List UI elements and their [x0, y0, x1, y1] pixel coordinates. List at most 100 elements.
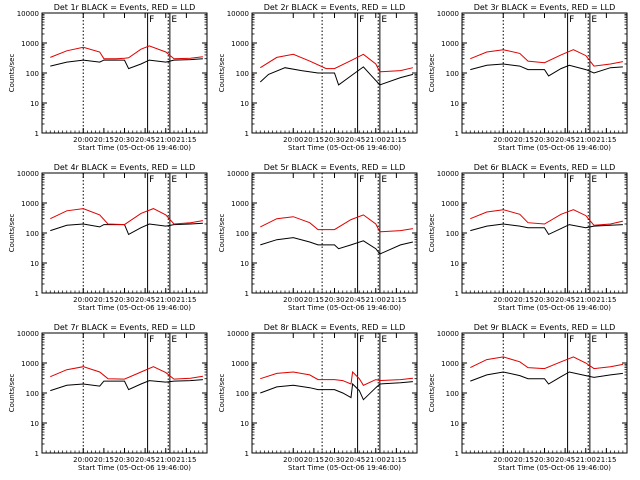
y-tick-label: 1000	[441, 360, 459, 368]
x-axis-label: Start Time (05-Oct-06 19:46:00)	[288, 144, 401, 152]
series-lld	[50, 208, 203, 226]
x-tick-label: 20:15	[304, 136, 324, 144]
x-tick-label: 20:00	[283, 456, 303, 464]
y-tick-label: 100	[26, 230, 39, 238]
panel-det-9: Det 9r BLACK = Events, RED = LLD 1 10 100 10…	[428, 323, 628, 472]
x-tick-label: 20:30	[114, 296, 134, 304]
marker-label-f: F	[149, 15, 154, 25]
x-tick-label: 20:30	[324, 456, 344, 464]
x-tick-label: 20:00	[493, 456, 513, 464]
x-axis-label: Start Time (05-Oct-06 19:46:00)	[78, 304, 191, 312]
x-tick-label: 20:30	[534, 296, 554, 304]
x-tick-label: 21:00	[156, 456, 176, 464]
panel-title: Det 1r BLACK = Events, RED = LLD	[54, 3, 196, 12]
x-tick-label: 20:30	[534, 136, 554, 144]
x-tick-label: 20:45	[345, 456, 365, 464]
x-tick-label: 20:15	[94, 456, 114, 464]
x-tick-label: 21:15	[386, 456, 406, 464]
series-events	[470, 223, 623, 236]
x-tick-label: 20:00	[493, 296, 513, 304]
y-tick-label: 10	[450, 100, 459, 108]
x-tick-label: 20:30	[324, 296, 344, 304]
y-tick-label: 1000	[21, 360, 39, 368]
x-tick-label: 20:15	[94, 296, 114, 304]
x-tick-label: 21:00	[156, 296, 176, 304]
marker-label-e: E	[591, 175, 597, 185]
x-tick-label: 20:30	[114, 456, 134, 464]
y-axis-label: Counts/sec	[218, 214, 226, 253]
y-tick-label: 1000	[441, 200, 459, 208]
y-tick-label: 1000	[231, 360, 249, 368]
panel-title: Det 8r BLACK = Events, RED = LLD	[264, 323, 406, 332]
plot-frame	[461, 12, 628, 134]
x-tick-label: 21:15	[596, 296, 616, 304]
x-tick-label: 21:15	[596, 456, 616, 464]
y-tick-label: 100	[236, 230, 249, 238]
x-axis-label: Start Time (05-Oct-06 19:46:00)	[288, 304, 401, 312]
x-tick-label: 20:00	[283, 136, 303, 144]
panel-det-2: Det 2r BLACK = Events, RED = LLD 1 10 100 10…	[218, 3, 418, 152]
x-tick-label: 20:00	[73, 296, 93, 304]
y-tick-label: 10000	[227, 330, 249, 338]
y-tick-label: 10	[450, 260, 459, 268]
series-events	[259, 66, 414, 86]
x-tick-label: 20:15	[514, 456, 534, 464]
y-axis-label: Counts/sec	[428, 54, 436, 93]
marker-label-f: F	[149, 175, 154, 185]
series-events	[50, 222, 203, 236]
plot-frame	[251, 172, 418, 294]
y-tick-label: 1000	[441, 40, 459, 48]
marker-label-f: F	[359, 335, 364, 345]
plot-frame	[41, 172, 208, 294]
x-tick-label: 21:15	[176, 456, 196, 464]
x-tick-label: 20:45	[135, 136, 155, 144]
panel-title: Det 3r BLACK = Events, RED = LLD	[474, 3, 616, 12]
panel-title: Det 4r BLACK = Events, RED = LLD	[54, 163, 196, 172]
x-axis-label: Start Time (05-Oct-06 19:46:00)	[498, 304, 611, 312]
y-tick-label: 1	[35, 450, 39, 458]
x-tick-label: 20:45	[555, 296, 575, 304]
y-tick-label: 10000	[17, 10, 39, 18]
y-axis-label: Counts/sec	[8, 214, 16, 253]
y-tick-label: 10	[240, 420, 249, 428]
y-tick-label: 10	[30, 420, 39, 428]
panel-det-5: Det 5r BLACK = Events, RED = LLD 1 10 100 10…	[218, 163, 418, 312]
y-tick-label: 10000	[437, 10, 459, 18]
y-tick-label: 10	[30, 100, 39, 108]
y-tick-label: 10000	[437, 170, 459, 178]
plot-frame	[41, 12, 208, 134]
x-tick-label: 20:15	[94, 136, 114, 144]
y-tick-label: 1000	[21, 40, 39, 48]
marker-label-e: E	[171, 175, 177, 185]
series-events	[260, 237, 414, 255]
y-tick-label: 10000	[227, 170, 249, 178]
y-tick-label: 100	[236, 70, 249, 78]
marker-label-f: F	[569, 15, 574, 25]
y-tick-label: 10000	[437, 330, 459, 338]
y-tick-label: 1	[455, 450, 459, 458]
marker-label-f: F	[569, 175, 574, 185]
y-tick-label: 100	[446, 390, 459, 398]
x-axis-label: Start Time (05-Oct-06 19:46:00)	[288, 464, 401, 472]
y-tick-label: 10000	[17, 170, 39, 178]
y-axis-label: Counts/sec	[428, 374, 436, 413]
plot-frame	[461, 172, 628, 294]
panel-det-8: Det 8r BLACK = Events, RED = LLD 1 10 100 10…	[218, 323, 418, 472]
panel-title: Det 7r BLACK = Events, RED = LLD	[54, 323, 196, 332]
x-tick-label: 21:00	[576, 136, 596, 144]
y-axis-label: Counts/sec	[428, 214, 436, 253]
x-tick-label: 20:45	[555, 136, 575, 144]
y-tick-label: 1	[245, 290, 249, 298]
x-tick-label: 21:15	[386, 296, 406, 304]
x-tick-label: 21:00	[366, 296, 386, 304]
y-tick-label: 100	[236, 390, 249, 398]
panel-title: Det 2r BLACK = Events, RED = LLD	[264, 3, 406, 12]
x-tick-label: 21:00	[366, 136, 386, 144]
y-axis-label: Counts/sec	[218, 374, 226, 413]
x-tick-label: 21:00	[366, 456, 386, 464]
x-tick-label: 20:30	[534, 456, 554, 464]
panel-title: Det 9r BLACK = Events, RED = LLD	[474, 323, 616, 332]
marker-label-e: E	[591, 15, 597, 25]
series-events	[260, 381, 413, 401]
y-tick-label: 100	[26, 390, 39, 398]
